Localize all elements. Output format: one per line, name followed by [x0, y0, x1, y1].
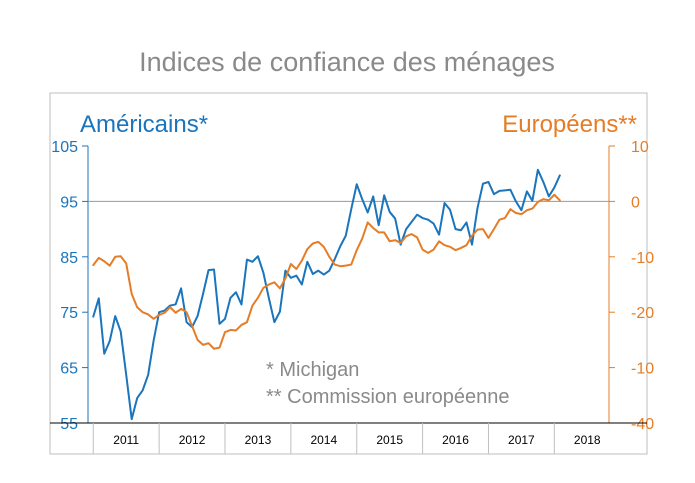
note-commission: ** Commission européenne: [266, 386, 509, 408]
right-tick-label: -10: [631, 250, 654, 267]
right-tick-label: 10: [631, 139, 649, 156]
left-axis-ticks: 105 95 85 75 65 55: [51, 139, 88, 433]
series-line-americains: [92, 168, 561, 421]
plot-frame: [49, 92, 648, 455]
right-tick-label: 0: [631, 194, 640, 211]
x-tick-label: 2013: [245, 433, 272, 447]
left-tick-label: 65: [60, 361, 78, 378]
left-tick-label: 105: [51, 139, 78, 156]
series-line-europeens: [92, 193, 561, 350]
chart-title: Indices de confiance des ménages: [139, 47, 555, 77]
left-axis-label: Américains*: [80, 111, 208, 138]
series-layer: [92, 168, 561, 421]
left-tick-label: 85: [60, 250, 78, 267]
x-tick-label: 2014: [310, 433, 337, 447]
right-tick-label: -20: [631, 305, 654, 322]
left-tick-label: 55: [60, 416, 78, 433]
x-tick-label: 2015: [376, 433, 403, 447]
x-tick-label: 2018: [574, 433, 601, 447]
x-tick-label: 2016: [442, 433, 469, 447]
right-axis-ticks: 10 0 -10 -20 -10 -40: [609, 139, 654, 433]
x-tick-label: 2011: [113, 433, 139, 447]
right-axis-label: Européens**: [502, 111, 637, 138]
x-axis: 2011 2012 2013 2014 2015 2016 2017 2018: [50, 422, 647, 454]
right-tick-label: -40: [631, 416, 654, 433]
left-tick-label: 95: [60, 194, 78, 211]
x-tick-label: 2012: [179, 433, 206, 447]
left-tick-label: 75: [60, 305, 78, 322]
right-tick-label: -10: [631, 361, 654, 378]
note-michigan: * Michigan: [266, 359, 359, 381]
x-tick-label: 2017: [508, 433, 535, 447]
